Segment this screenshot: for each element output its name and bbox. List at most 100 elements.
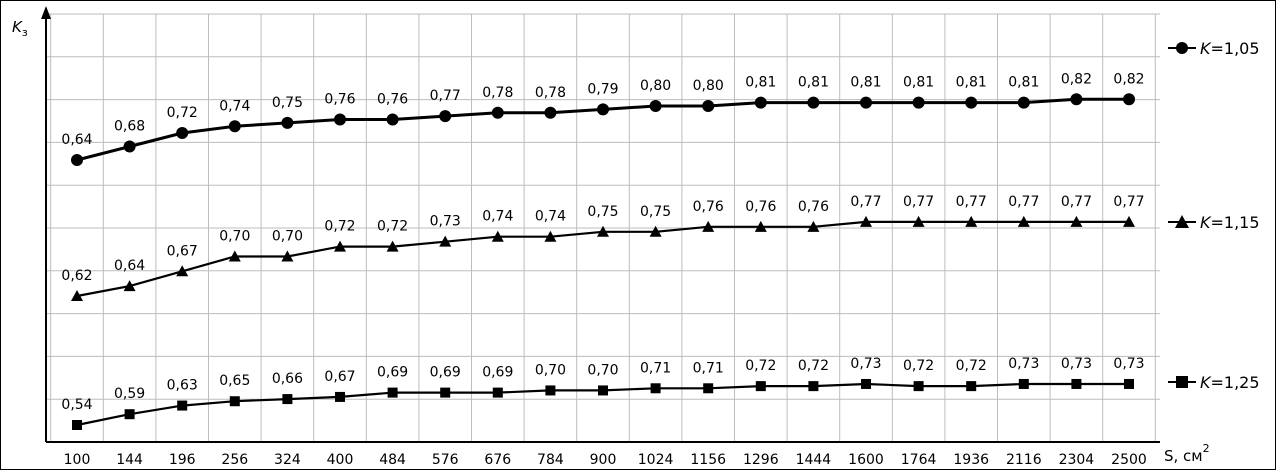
data-point-circle	[281, 116, 294, 129]
legend-entry-2: K=1,15	[1168, 213, 1260, 232]
y-axis-arrow	[41, 6, 51, 19]
series-2: 0,62 0,64 0,67 0,70 0,70 0,72 0,72 0,73 0,74 0,74…	[61, 194, 1145, 301]
legend-label-value: =1,05	[1211, 39, 1260, 58]
legend: K=1,05 K=1,15 K=1,25	[1168, 39, 1260, 392]
data-point-triangle	[176, 265, 189, 277]
data-point-circle	[649, 100, 662, 112]
x-tick-label: 1444	[796, 452, 832, 468]
data-point-square	[545, 385, 556, 396]
data-label: 0,72	[745, 358, 776, 374]
x-tick-label: 576	[432, 452, 459, 468]
x-axis-label-main: S, см	[1164, 447, 1203, 465]
data-point-circle	[702, 100, 715, 112]
data-point-circle	[1176, 42, 1188, 54]
legend-label-k: K	[1200, 39, 1212, 58]
data-point-circle	[1070, 93, 1083, 106]
data-point-triangle	[807, 220, 820, 232]
data-label: 0,81	[798, 75, 829, 91]
data-point-square	[650, 383, 661, 394]
data-label: 0,72	[167, 105, 198, 121]
data-label: 0,76	[798, 199, 829, 215]
data-point-triangle	[649, 225, 662, 237]
data-label: 0,54	[61, 397, 92, 413]
data-point-square	[1018, 378, 1029, 389]
x-tick-labels: 100 144 196 256 324 400 484 576 676 784 900 1024 115…	[64, 452, 1147, 468]
data-point-square	[598, 385, 608, 396]
data-label: 0,73	[850, 356, 881, 372]
x-tick-label: 1600	[848, 452, 884, 468]
data-label: 0,63	[167, 378, 198, 394]
data-point-circle	[334, 113, 346, 126]
x-tick-label: 196	[169, 452, 196, 468]
data-label: 0,77	[1113, 194, 1144, 210]
series-1: 0,64 0,68 0,72 0,74 0,75 0,76 0,76 0,77 0,78 0,78…	[61, 71, 1145, 166]
data-point-circle	[807, 96, 820, 109]
data-label: 0,72	[377, 219, 408, 235]
data-point-triangle	[281, 250, 294, 262]
data-point-circle	[386, 113, 399, 126]
data-label: 0,81	[1008, 75, 1039, 91]
legend-entry-3: K=1,25	[1168, 373, 1260, 392]
legend-label: K=1,25	[1200, 373, 1260, 392]
data-label: 0,59	[114, 386, 145, 402]
y-axis-label: Kз	[12, 18, 28, 39]
data-point-triangle	[912, 215, 925, 227]
data-label: 0,76	[324, 92, 355, 108]
data-label: 0,81	[745, 75, 776, 91]
data-label: 0,75	[640, 204, 671, 220]
data-label: 0,76	[693, 199, 724, 215]
x-tick-label: 676	[484, 452, 511, 468]
data-point-square	[72, 420, 82, 430]
data-label: 0,77	[1061, 194, 1092, 210]
data-point-circle	[1123, 93, 1135, 106]
data-point-square	[492, 387, 503, 398]
data-label: 0,74	[535, 209, 566, 225]
data-point-triangle	[1175, 215, 1189, 228]
x-tick-label: 1936	[953, 452, 989, 468]
data-label: 0,62	[61, 268, 92, 284]
data-label: 0,77	[956, 194, 987, 210]
data-point-triangle	[860, 215, 872, 227]
data-point-triangle	[702, 220, 715, 232]
data-point-circle	[860, 96, 872, 109]
data-label: 0,71	[693, 360, 724, 376]
data-label: 0,69	[377, 365, 408, 381]
data-label: 0,70	[535, 362, 566, 378]
data-point-triangle	[491, 230, 504, 242]
x-axis-label-sup: 2	[1203, 442, 1210, 455]
data-label: 0,65	[219, 373, 250, 389]
data-label: 0,81	[850, 75, 881, 91]
data-label: 0,70	[272, 228, 303, 244]
data-point-circle	[228, 120, 241, 133]
data-point-triangle	[1017, 215, 1030, 227]
data-label: 0,80	[640, 78, 671, 94]
data-point-square	[335, 391, 345, 402]
data-label: 0,77	[903, 194, 934, 210]
x-tick-label: 1764	[901, 452, 937, 468]
legend-label-value: =1,15	[1211, 213, 1260, 232]
data-point-circle	[912, 96, 925, 109]
data-label: 0,74	[219, 98, 250, 114]
data-point-triangle	[544, 230, 557, 242]
data-label: 0,77	[430, 88, 461, 104]
data-label: 0,67	[324, 369, 355, 385]
data-label: 0,66	[272, 371, 303, 387]
x-tick-label: 1156	[690, 452, 726, 468]
data-label: 0,71	[640, 360, 671, 376]
data-point-triangle	[597, 225, 609, 237]
y-axis-label-sub: з	[22, 26, 28, 39]
data-point-square	[124, 409, 135, 420]
data-point-square	[755, 381, 766, 392]
data-label: 0,78	[535, 85, 566, 101]
data-label: 0,75	[587, 204, 618, 220]
data-point-square	[1071, 378, 1082, 389]
data-label: 0,82	[1061, 71, 1092, 87]
data-point-circle	[176, 127, 189, 139]
data-point-square	[703, 383, 714, 394]
data-label: 0,75	[272, 95, 303, 111]
data-point-square	[177, 400, 188, 411]
data-point-triangle	[123, 280, 136, 292]
data-label: 0,77	[1008, 194, 1039, 210]
data-point-square	[913, 381, 924, 392]
